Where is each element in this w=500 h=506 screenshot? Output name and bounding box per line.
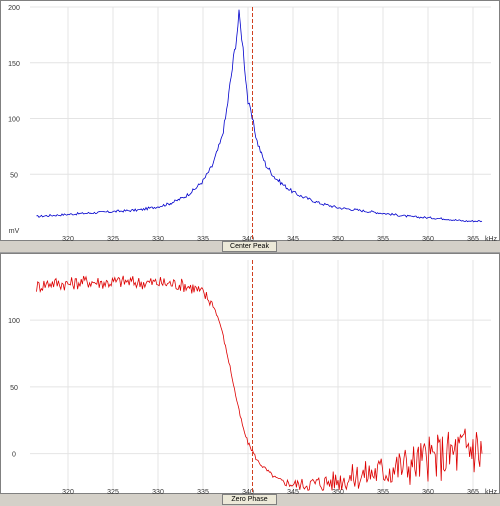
x-tick-label: 350 — [332, 236, 344, 242]
x-tick-label: 320 — [62, 236, 74, 242]
x-tick-label: 355 — [377, 489, 389, 495]
x-tick-label: 355 — [377, 236, 389, 242]
peak-panel: 320 325 330 335 340 345 350 355 360 365 50 100 150 20… — [0, 0, 500, 253]
x-tick-label: 365 — [467, 489, 479, 495]
x-unit-label: kHz — [485, 236, 498, 242]
y-tick-label: 50 — [10, 172, 18, 179]
x-tick-label: 330 — [152, 236, 164, 242]
x-tick-label: 330 — [152, 489, 164, 495]
y-tick-label: 150 — [8, 61, 20, 68]
x-tick-label: 340 — [242, 236, 254, 242]
y-unit-label: mV — [9, 228, 20, 235]
phase-plot: 320 325 330 335 340 345 350 355 360 365 0 50 100 kHz — [0, 253, 500, 495]
x-tick-label: 360 — [422, 236, 434, 242]
y-tick-label: 100 — [8, 117, 20, 124]
phase-chart: 320 325 330 335 340 345 350 355 360 365 0 50 100 kHz — [8, 260, 498, 495]
x-tick-label: 340 — [242, 489, 254, 495]
x-tick-label: 360 — [422, 489, 434, 495]
zero-phase-button[interactable]: Zero Phase — [222, 494, 277, 505]
x-tick-label: 345 — [287, 489, 299, 495]
x-tick-label: 365 — [467, 236, 479, 242]
x-tick-label: 350 — [332, 489, 344, 495]
x-tick-label: 335 — [197, 489, 209, 495]
amplitude-plot: 320 325 330 335 340 345 350 355 360 365 50 100 150 20… — [0, 0, 500, 242]
x-tick-label: 320 — [62, 489, 74, 495]
x-tick-label: 345 — [287, 236, 299, 242]
y-tick-label: 200 — [8, 5, 20, 12]
panel-divider — [0, 252, 500, 253]
x-unit-label: kHz — [485, 489, 498, 495]
center-peak-button[interactable]: Center Peak — [222, 241, 277, 252]
y-tick-label: 50 — [10, 385, 18, 392]
y-tick-label: 0 — [12, 452, 16, 459]
phase-panel: 320 325 330 335 340 345 350 355 360 365 0 50 100 kHz … — [0, 253, 500, 506]
series-line — [36, 275, 483, 491]
y-tick-label: 100 — [8, 318, 20, 325]
x-tick-label: 335 — [197, 236, 209, 242]
x-tick-label: 325 — [107, 236, 119, 242]
series-line — [36, 9, 483, 223]
amplitude-chart: 320 325 330 335 340 345 350 355 360 365 50 100 150 20… — [8, 5, 498, 242]
x-tick-label: 325 — [107, 489, 119, 495]
